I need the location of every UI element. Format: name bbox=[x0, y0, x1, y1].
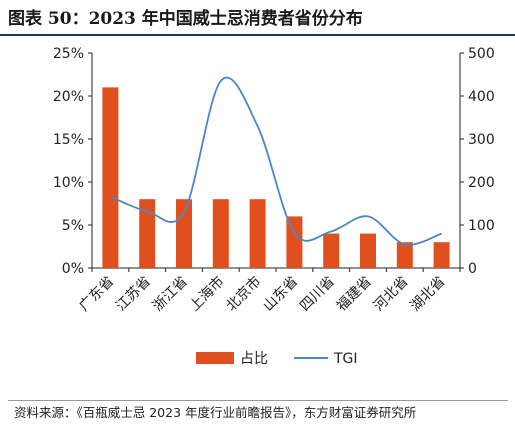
x-tick-label: 湖北省 bbox=[407, 274, 448, 315]
bar bbox=[323, 233, 340, 268]
bar bbox=[102, 87, 119, 269]
x-tick-label: 浙江省 bbox=[150, 274, 191, 315]
x-tick-label: 山东省 bbox=[260, 274, 301, 315]
axes: 0% 5% 10% 15% 20% 25% 0 100 200 300 400 500 广东省江苏省浙江… bbox=[53, 46, 495, 315]
y-left-tick-label: 5% bbox=[62, 218, 84, 234]
x-tick-label: 河北省 bbox=[371, 274, 412, 315]
y-right-tick-label: 300 bbox=[468, 132, 495, 148]
combo-chart: 0% 5% 10% 15% 20% 25% 0 100 200 300 400 500 广东省江苏省浙江… bbox=[53, 46, 495, 367]
legend-label-line: TGI bbox=[333, 351, 358, 367]
bar-series bbox=[102, 87, 450, 269]
legend-label-bar: 占比 bbox=[240, 351, 268, 367]
y-left-tick-label: 20% bbox=[53, 89, 84, 105]
y-right-tick-label: 200 bbox=[468, 175, 495, 191]
bar bbox=[139, 199, 156, 268]
legend: 占比 TGI bbox=[196, 351, 358, 367]
x-tick-label: 四川省 bbox=[297, 274, 338, 315]
bar bbox=[396, 242, 413, 268]
bar bbox=[360, 233, 376, 268]
title-divider bbox=[0, 34, 515, 36]
legend-swatch-bar bbox=[196, 352, 234, 364]
y-left-tick-label: 0% bbox=[62, 261, 84, 277]
bar bbox=[433, 242, 450, 268]
y-left-tick-label: 15% bbox=[53, 132, 84, 148]
chart-title: 图表 50：2023 年中国威士忌消费者省份分布 bbox=[8, 9, 363, 29]
x-tick-label: 上海市 bbox=[186, 273, 228, 315]
x-tick-label: 广东省 bbox=[76, 274, 117, 315]
y-left-tick-label: 10% bbox=[53, 175, 84, 191]
bar bbox=[249, 199, 266, 268]
bar bbox=[212, 199, 229, 268]
x-tick-label: 福建省 bbox=[334, 274, 375, 315]
y-right-tick-label: 0 bbox=[468, 261, 477, 277]
bar bbox=[176, 199, 192, 268]
x-tick-label: 北京市 bbox=[223, 273, 265, 315]
y-right-tick-label: 100 bbox=[468, 218, 495, 234]
tgi-line bbox=[110, 76, 442, 246]
y-right-tick-label: 500 bbox=[468, 46, 495, 62]
y-left-tick-label: 25% bbox=[53, 46, 84, 62]
line-series bbox=[110, 76, 442, 246]
y-right-tick-label: 400 bbox=[468, 89, 495, 105]
source-note: 资料来源：《百瓶威士忌 2023 年度行业前瞻报告》，东方财富证券研究所 bbox=[14, 405, 417, 420]
source-divider bbox=[8, 400, 508, 401]
bar bbox=[286, 216, 303, 268]
x-tick-label: 江苏省 bbox=[113, 274, 154, 315]
